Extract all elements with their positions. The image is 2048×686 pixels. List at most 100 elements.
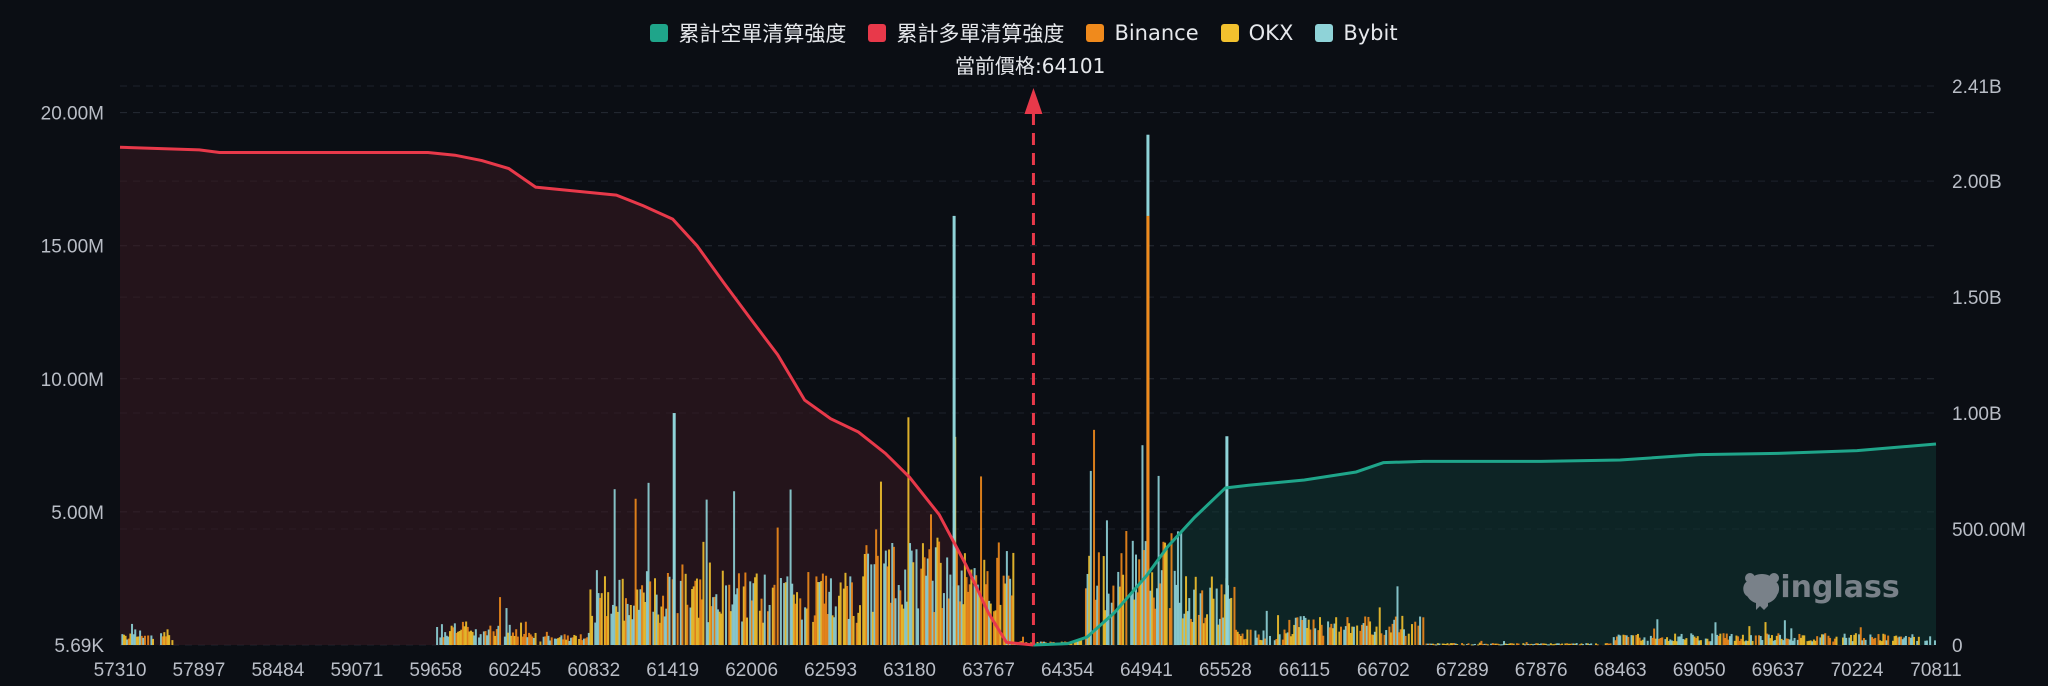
bar-bybit (1851, 641, 1854, 645)
bar-bybit (1186, 611, 1189, 645)
bar-binance (1422, 617, 1425, 645)
bar-okx (692, 586, 695, 645)
bar-bybit (715, 594, 718, 645)
bar-binance (744, 572, 747, 645)
bar-binance (641, 585, 644, 645)
bar-bybit (1858, 634, 1861, 645)
bar-bybit (1911, 634, 1914, 645)
bar-bybit (1262, 630, 1265, 645)
bar-binance (1120, 553, 1123, 645)
bar-bybit (800, 619, 803, 645)
bar-okx (1133, 599, 1136, 645)
bar-okx (1841, 637, 1844, 645)
bar-binance (1659, 637, 1662, 645)
bar-okx (1672, 640, 1675, 645)
bar-binance (1717, 635, 1720, 645)
bar-bybit (1193, 589, 1196, 645)
bar-okx (746, 617, 749, 645)
bar-binance (737, 573, 740, 645)
bar-bybit (134, 629, 137, 645)
bar-okx (1812, 639, 1815, 645)
bar-bybit (1222, 617, 1225, 645)
bar-okx (615, 606, 618, 645)
bar-bybit (1548, 644, 1551, 646)
bar-binance (799, 598, 802, 645)
bar-bybit (132, 634, 135, 645)
bar-okx (1378, 607, 1381, 645)
bar-okx (1451, 643, 1454, 645)
bar-okx (963, 553, 966, 645)
bar-okx (1809, 640, 1812, 645)
y-tick-label-right: 1.00B (1952, 404, 2002, 425)
bar-binance (1425, 643, 1428, 645)
bar-okx (820, 580, 823, 645)
bar-okx (458, 631, 461, 645)
bar-bybit (645, 571, 648, 645)
bar-okx (1564, 643, 1567, 645)
bar-bybit (1709, 641, 1712, 645)
legend: 累計空單清算強度 累計多單清算強度 Binance OKX Bybit (0, 18, 2048, 48)
bar-binance (1010, 595, 1013, 645)
bar-bybit (1333, 623, 1336, 645)
bar-okx (1586, 643, 1589, 645)
legend-swatch (1086, 24, 1105, 42)
y-tick-label-left: 5.00M (51, 503, 104, 524)
bar-bybit (1791, 640, 1794, 645)
bar-okx (1522, 643, 1525, 645)
bar-okx (1285, 633, 1288, 645)
bar-bybit (1218, 618, 1221, 645)
bar-okx (510, 635, 513, 645)
bar-okx (1411, 624, 1414, 645)
legend-item-bybit[interactable]: Bybit (1315, 18, 1398, 48)
bar-bybit (847, 618, 850, 645)
bar-okx (970, 569, 973, 645)
bar-okx (1806, 641, 1809, 645)
bar-okx (1338, 631, 1341, 645)
bar-okx (1850, 634, 1853, 645)
bar-bybit (612, 604, 615, 645)
bar-okx (1636, 633, 1639, 645)
bar-okx (879, 481, 882, 645)
legend-item-long[interactable]: 累計多單清算強度 (868, 18, 1064, 48)
bar-bybit (1149, 590, 1152, 645)
bar-bybit (1924, 640, 1927, 645)
bar-binance (495, 629, 498, 645)
bar-bybit (131, 623, 134, 645)
bar-okx (858, 605, 861, 645)
bar-binance (1737, 636, 1740, 645)
bar-peak (672, 413, 676, 645)
bar-binance (1398, 632, 1401, 645)
bar-okx (1674, 633, 1677, 645)
bar-binance (1635, 634, 1638, 645)
bar-bybit (1314, 628, 1317, 645)
bar-okx (796, 592, 799, 645)
legend-item-binance[interactable]: Binance (1086, 18, 1199, 48)
legend-swatch (1315, 24, 1334, 42)
bar-okx (494, 635, 497, 645)
bar-bybit (126, 639, 129, 645)
bar-binance (1559, 644, 1562, 646)
bar-bybit (988, 600, 991, 645)
bar-bybit (1465, 644, 1468, 646)
bar-bybit (1546, 644, 1549, 646)
bar-bybit (508, 624, 511, 645)
bar-bybit (1483, 643, 1486, 645)
bar-okx (1202, 623, 1205, 645)
bar-binance (1616, 636, 1619, 645)
bar-okx (1706, 638, 1709, 645)
bar-bybit (789, 489, 792, 645)
bar-binance (516, 636, 519, 645)
legend-item-okx[interactable]: OKX (1220, 18, 1293, 48)
bar-bybit (440, 624, 443, 645)
bar-binance (1125, 531, 1128, 645)
bar-binance (531, 636, 534, 645)
bar-binance (1758, 635, 1761, 645)
bar-bybit (870, 564, 873, 645)
bar-bybit (915, 549, 918, 645)
bar-okx (129, 633, 132, 645)
bar-bybit (705, 499, 708, 645)
bar-bybit (1105, 520, 1108, 645)
legend-item-short[interactable]: 累計空單清算強度 (650, 18, 846, 48)
